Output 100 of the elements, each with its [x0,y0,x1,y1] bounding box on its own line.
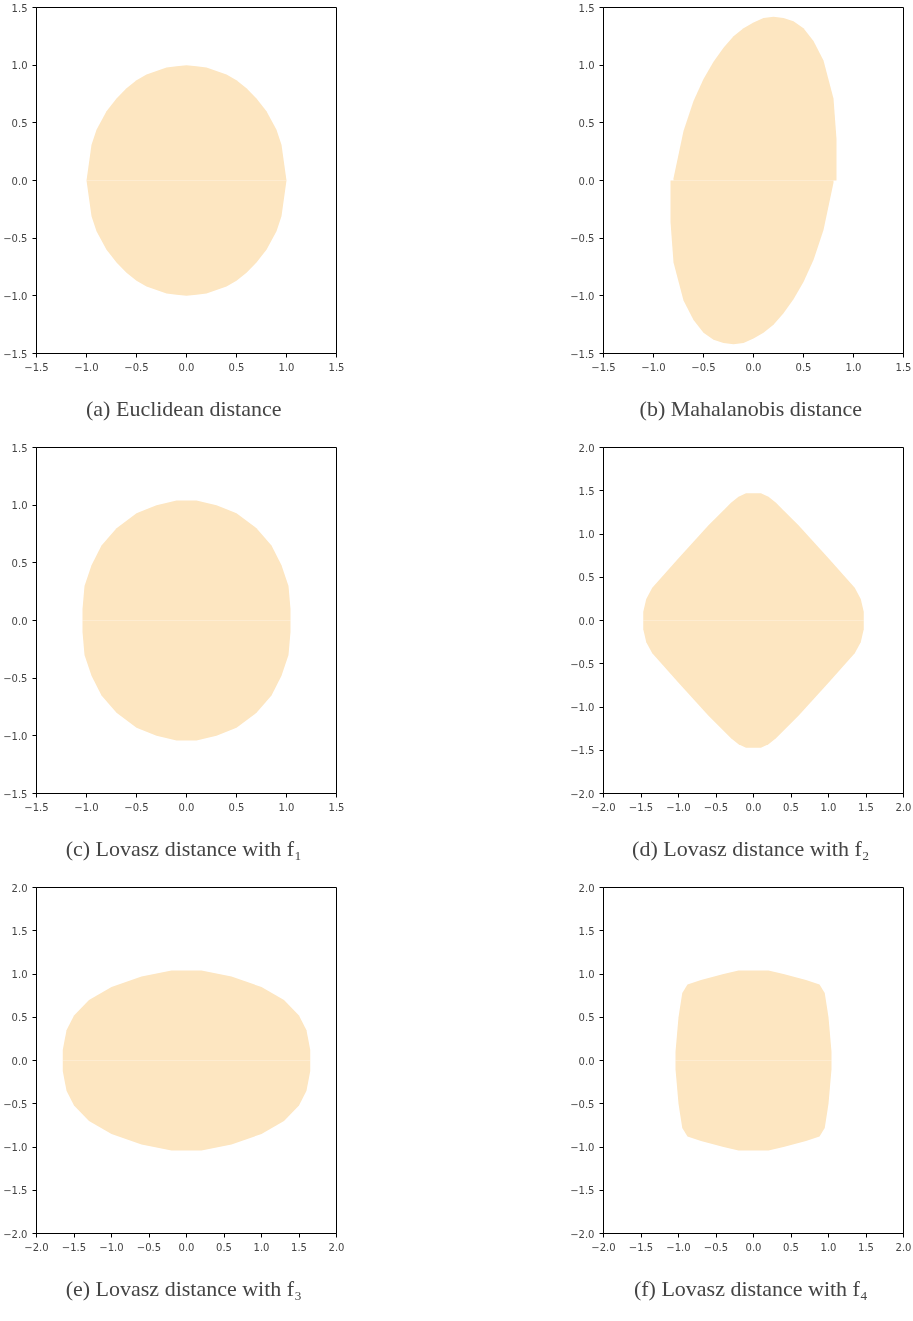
x-tick-label: −2.0 [591,1241,616,1253]
y-tick-label: 0.0 [11,615,28,627]
y-tick-label: −1.5 [3,348,28,360]
x-tick-label: 1.5 [328,361,345,373]
text: (a) Euclidean distance [86,395,282,421]
y-tick-label: −2.0 [570,1228,595,1240]
x-tick-label: −1.5 [591,361,616,373]
x-tick-label: −1.5 [24,361,49,373]
x-tick-label: 1.0 [820,1241,837,1253]
x-tick-label: −1.0 [99,1241,124,1253]
x-tick-label: 1.5 [858,801,874,813]
y-tick-label: 0.0 [11,175,28,187]
x-tick-label: 0.5 [228,361,245,373]
x-tick-label: 0.5 [783,801,799,813]
text: (b) Mahalanobis distance [639,395,862,421]
x-tick-label: 0.5 [216,1241,232,1253]
y-tick-label: 1.5 [578,2,595,14]
y-tick-label: 0.0 [578,1055,595,1067]
y-tick-label: −2.0 [3,1228,28,1240]
y-tick-label: 1.0 [578,969,595,980]
y-tick-label: −0.5 [570,1098,595,1110]
x-tick-label: 0.5 [783,1241,799,1253]
x-tick-label: 1.0 [278,801,295,813]
x-tick-label: −1.0 [641,361,666,373]
y-tick-label: −1.0 [570,702,595,713]
y-tick-label: −1.0 [570,1142,595,1153]
x-tick-label: 0.0 [745,801,762,813]
y-tick-label: −1.0 [3,290,28,302]
y-tick-label: −1.5 [570,348,595,360]
x-tick-label: 1.0 [845,361,862,373]
y-tick-label: −2.0 [570,788,595,800]
x-tick-label: −0.5 [136,1241,162,1253]
x-tick-label: −1.0 [666,801,691,813]
y-tick-label: 1.5 [11,442,28,454]
y-tick-label: 1.0 [11,60,28,72]
y-tick-label: 0.5 [578,117,595,129]
y-tick-label: 0.0 [578,175,595,187]
x-tick-label: 0.0 [745,361,762,373]
x-tick-label: −0.5 [691,361,716,373]
x-tick-label: −0.5 [124,361,149,373]
y-tick-label: −1.5 [3,1185,28,1197]
x-tick-label: −1.5 [628,1241,654,1253]
y-tick-label: −0.5 [570,233,595,245]
y-tick-label: −1.0 [3,1142,28,1153]
y-tick-label: −0.5 [3,673,28,685]
x-tick-label: −1.5 [628,801,654,813]
y-tick-label: 1.0 [11,969,28,980]
y-tick-label: 0.5 [11,117,28,129]
y-tick-label: 0.5 [11,1012,28,1024]
x-tick-label: −0.5 [703,801,729,813]
x-tick-label: 1.0 [820,801,837,813]
x-tick-label: −2.0 [591,801,616,813]
y-tick-label: 0.5 [11,557,28,569]
x-tick-label: −1.5 [61,1241,87,1253]
y-tick-label: −0.5 [3,233,28,245]
y-tick-label: 1.5 [578,485,595,497]
x-tick-label: 1.0 [253,1241,270,1253]
x-tick-label: 2.0 [895,801,912,813]
x-tick-label: −1.0 [74,361,99,373]
y-tick-label: −1.0 [3,730,28,742]
x-tick-label: 1.5 [895,361,912,373]
x-tick-label: 0.0 [178,801,195,813]
x-tick-label: 0.0 [178,361,195,373]
y-tick-label: 0.5 [578,1012,595,1024]
y-tick-label: 1.5 [578,925,595,937]
y-tick-label: −1.5 [3,788,28,800]
x-tick-label: 0.0 [178,1241,195,1253]
x-tick-label: −2.0 [24,1241,49,1253]
y-tick-label: 2.0 [578,442,595,454]
x-tick-label: 1.5 [858,1241,874,1253]
text: (c) Lovasz distance with f₁ [65,835,302,861]
x-tick-label: −1.0 [666,1241,691,1253]
y-tick-label: 1.0 [578,529,595,540]
y-tick-label: −1.0 [570,290,595,302]
x-tick-label: 0.5 [228,801,245,813]
x-tick-label: 0.5 [795,361,812,373]
y-tick-label: 0.0 [11,1055,28,1067]
text: (d) Lovasz distance with f₂ [632,835,870,861]
x-tick-label: −1.5 [24,801,49,813]
text: (e) Lovasz distance with f₃ [65,1275,302,1301]
x-tick-label: 1.5 [291,1241,307,1253]
y-tick-label: 0.0 [578,615,595,627]
y-tick-label: −1.5 [570,745,595,757]
x-tick-label: −1.0 [74,801,99,813]
y-tick-label: 1.5 [11,2,28,14]
x-tick-label: 2.0 [895,1241,912,1253]
text: (f) Lovasz distance with f₄ [633,1275,868,1301]
y-tick-label: −0.5 [3,1098,28,1110]
x-tick-label: −0.5 [703,1241,729,1253]
y-tick-label: 1.0 [11,500,28,512]
y-tick-label: 1.5 [11,925,28,937]
y-tick-label: −1.5 [570,1185,595,1197]
x-tick-label: 0.0 [745,1241,762,1253]
y-tick-label: 0.5 [578,572,595,584]
x-tick-label: 1.5 [328,801,345,813]
y-tick-label: 2.0 [11,882,28,894]
x-tick-label: −0.5 [124,801,149,813]
y-tick-label: −0.5 [570,658,595,670]
x-tick-label: 2.0 [328,1241,345,1253]
y-tick-label: 1.0 [578,60,595,72]
